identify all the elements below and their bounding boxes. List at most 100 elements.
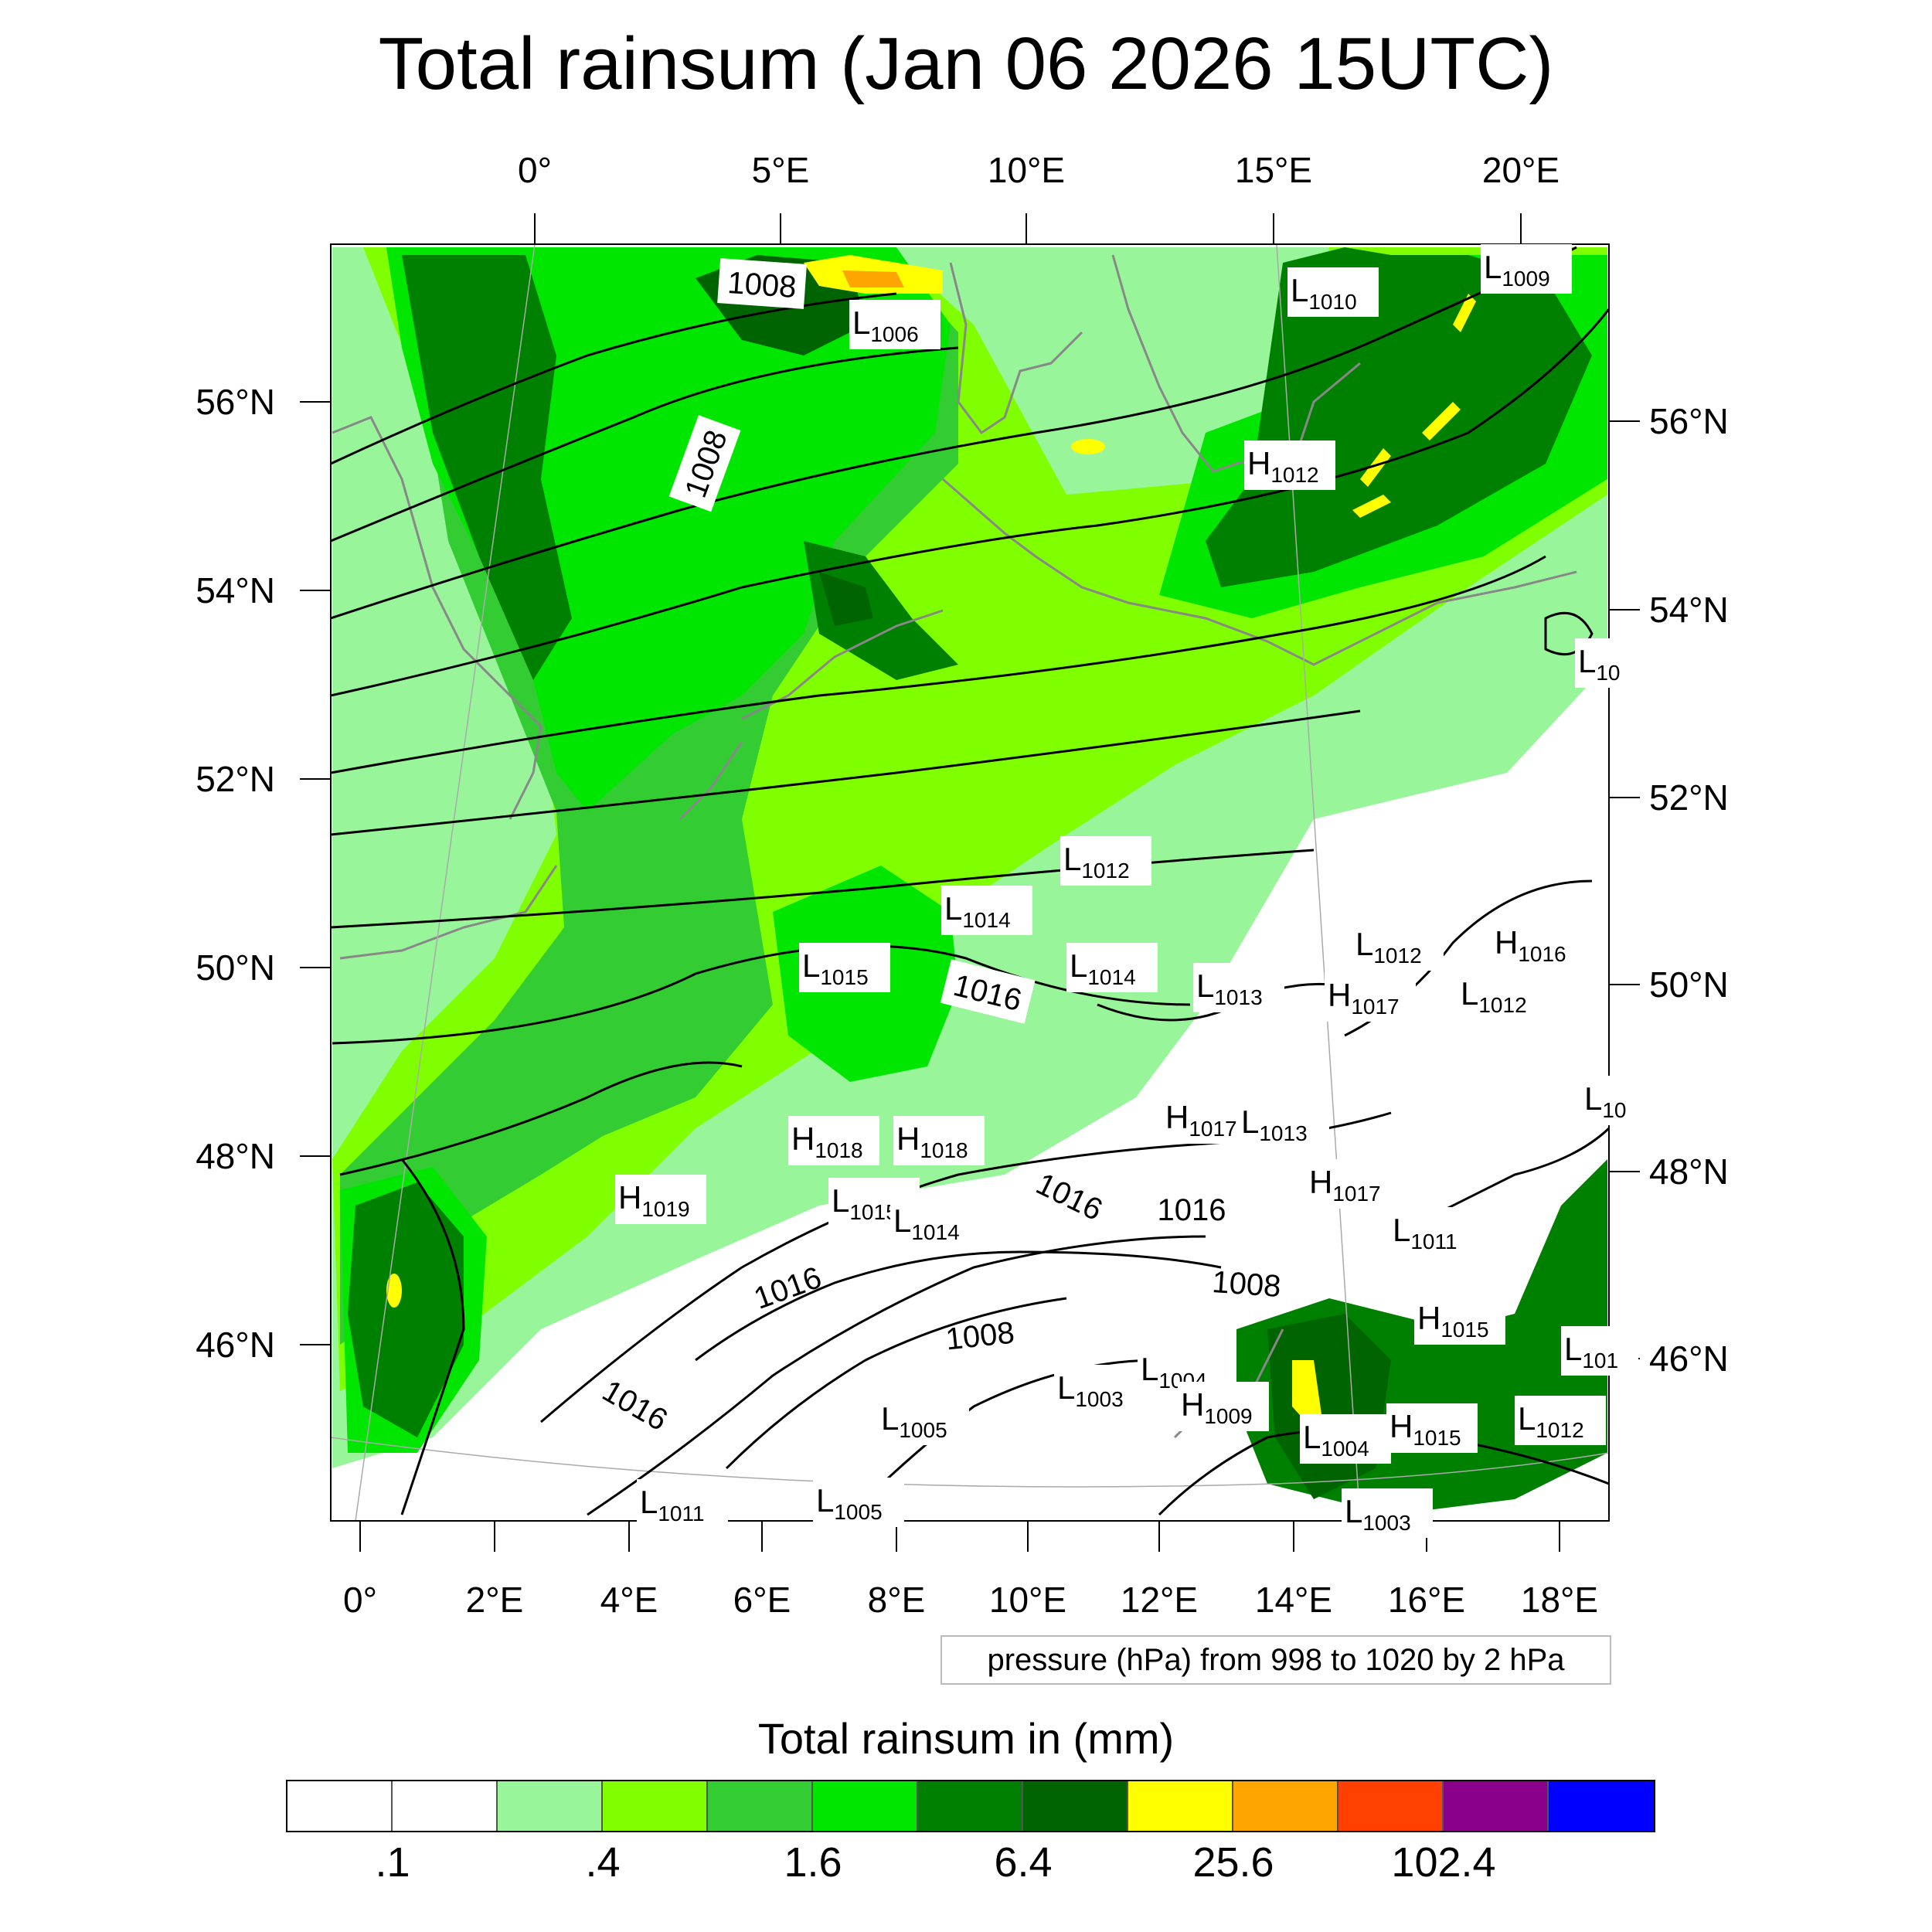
pressure-center-low: L10 [1575, 638, 1638, 688]
bottom-lon-label: 14°E [1255, 1580, 1332, 1620]
isobar-label: 1016 [597, 1374, 673, 1438]
pressure-center-low: L1015 [799, 943, 890, 992]
pressure-center-high: H1015 [1386, 1403, 1478, 1453]
isobar-label: 1016 [750, 1260, 826, 1316]
svg-text:L1006: L1006 [852, 304, 919, 346]
colorbar-tick-label: 25.6 [1192, 1839, 1274, 1886]
bottom-lon-label: 18°E [1521, 1580, 1598, 1620]
pressure-center-high: H1019 [615, 1175, 706, 1224]
pressure-center-low: L1010 [1287, 267, 1379, 317]
pressure-center-high: H1016 [1492, 920, 1583, 969]
right-lat-labels: 56°N 54°N 52°N 50°N 48°N 46°N [1649, 401, 1729, 1379]
svg-text:L1014: L1014 [893, 1202, 960, 1244]
svg-text:H1009: H1009 [1181, 1386, 1253, 1428]
pressure-center-high: H1017 [1325, 972, 1416, 1022]
chart-title: Total rainsum (Jan 06 2026 15UTC) [378, 22, 1554, 105]
pressure-center-low: L1003 [1342, 1488, 1433, 1538]
left-lat-label: 46°N [196, 1325, 275, 1365]
colorbar-box [1444, 1781, 1549, 1831]
bottom-lon-label: 16°E [1388, 1580, 1465, 1620]
svg-text:H1015: H1015 [1417, 1300, 1489, 1342]
svg-text:L10: L10 [1578, 643, 1621, 685]
pressure-center-low: L101 [1561, 1326, 1638, 1376]
right-lat-label: 54°N [1649, 590, 1729, 630]
top-lon-label: 5°E [752, 150, 810, 190]
svg-text:H1017: H1017 [1309, 1164, 1381, 1206]
colorbar-tick-label: .1 [375, 1839, 410, 1886]
svg-text:H1016: H1016 [1495, 924, 1566, 966]
right-lat-label: 48°N [1649, 1151, 1729, 1192]
bottom-lon-label: 2°E [466, 1580, 524, 1620]
right-lat-label: 52°N [1649, 777, 1729, 818]
pressure-center-low: L1004 [1300, 1414, 1391, 1464]
colorbar-title: Total rainsum in (mm) [757, 1714, 1175, 1763]
pressure-center-high: H1018 [893, 1116, 985, 1165]
colorbar-box [287, 1781, 393, 1831]
isobar-label: 1008 [944, 1315, 1016, 1356]
colorbar-box [918, 1781, 1023, 1831]
left-lat-label: 56°N [196, 382, 275, 422]
pressure-center-low: L1005 [813, 1478, 904, 1527]
bottom-lon-label: 10°E [989, 1580, 1066, 1620]
left-lat-label: 54°N [196, 570, 275, 611]
svg-text:L1012: L1012 [1063, 841, 1130, 883]
pressure-center-low: L1013 [1238, 1099, 1329, 1148]
pressure-center-low: L1014 [1066, 943, 1158, 992]
svg-text:L1015: L1015 [832, 1182, 898, 1224]
pressure-center-low: L1011 [1389, 1207, 1481, 1257]
svg-text:L1005: L1005 [881, 1400, 947, 1442]
left-lat-label: 50°N [196, 947, 275, 988]
bottom-lon-labels: 0° 2°E 4°E 6°E 8°E 10°E 12°E 14°E 16°E 1… [343, 1580, 1598, 1620]
top-lon-label: 0° [518, 150, 552, 190]
svg-text:H1012: H1012 [1247, 445, 1319, 487]
pressure-center-low: L1012 [1515, 1396, 1606, 1445]
isobar-label: 1016 [1158, 1193, 1226, 1227]
svg-text:H1015: H1015 [1389, 1408, 1461, 1450]
axis-ticks [300, 213, 1640, 1552]
colorbar-box [1233, 1781, 1338, 1831]
bottom-lon-label: 4°E [600, 1580, 658, 1620]
svg-text:L101: L101 [1564, 1331, 1618, 1372]
top-lon-label: 10°E [988, 150, 1065, 190]
bottom-lon-label: 12°E [1121, 1580, 1198, 1620]
svg-text:H1018: H1018 [791, 1121, 863, 1162]
bottom-lon-label: 0° [343, 1580, 377, 1620]
colorbar-tick-label: 6.4 [994, 1839, 1053, 1886]
top-lon-label: 20°E [1482, 150, 1560, 190]
svg-text:L1014: L1014 [944, 890, 1011, 932]
svg-text:L1012: L1012 [1461, 975, 1527, 1017]
colorbar-tick-label: 102.4 [1391, 1839, 1496, 1886]
colorbar-box [498, 1781, 603, 1831]
svg-text:H1017: H1017 [1328, 977, 1400, 1019]
svg-text:L1003: L1003 [1345, 1493, 1411, 1535]
pressure-note: pressure (hPa) from 998 to 1020 by 2 hPa [940, 1635, 1611, 1685]
svg-text:H1017: H1017 [1165, 1099, 1237, 1141]
colorbar [286, 1780, 1655, 1832]
svg-text:L1015: L1015 [802, 947, 869, 989]
top-lon-labels: 0° 5°E 10°E 15°E 20°E [518, 150, 1560, 190]
colorbar-tick-label: 1.6 [784, 1839, 842, 1886]
pressure-center-low: L1011 [637, 1479, 728, 1529]
colorbar-box [1128, 1781, 1233, 1831]
colorbar-box [813, 1781, 918, 1831]
svg-text:L1014: L1014 [1070, 947, 1136, 989]
pressure-center-low: L1014 [941, 886, 1032, 935]
svg-text:L1005: L1005 [816, 1482, 883, 1524]
bottom-lon-label: 8°E [868, 1580, 926, 1620]
svg-text:L1004: L1004 [1303, 1419, 1369, 1461]
left-lat-labels: 56°N 54°N 52°N 50°N 48°N 46°N [196, 382, 275, 1365]
pressure-center-low: L1012 [1458, 971, 1549, 1020]
svg-text:H1019: H1019 [618, 1179, 690, 1221]
svg-text:L1012: L1012 [1355, 926, 1422, 968]
colorbar-box [393, 1781, 498, 1831]
pressure-center-low: L1014 [890, 1198, 981, 1247]
left-lat-label: 52°N [196, 759, 275, 799]
isobar-label: 1008 [1211, 1265, 1282, 1304]
pressure-center-low: L10 [1581, 1076, 1645, 1125]
svg-text:H1018: H1018 [896, 1121, 968, 1162]
pressure-center-high: H1018 [788, 1116, 879, 1165]
map-frame [330, 243, 1610, 1522]
pressure-center-high: H1012 [1244, 440, 1335, 490]
